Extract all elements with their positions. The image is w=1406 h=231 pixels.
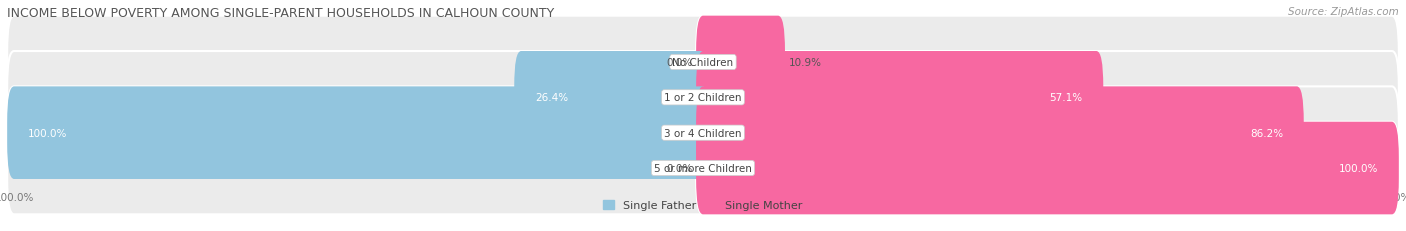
Text: No Children: No Children	[672, 58, 734, 68]
FancyBboxPatch shape	[7, 52, 710, 144]
FancyBboxPatch shape	[7, 87, 710, 179]
FancyBboxPatch shape	[696, 122, 1399, 214]
FancyBboxPatch shape	[696, 17, 785, 109]
Text: 3 or 4 Children: 3 or 4 Children	[664, 128, 742, 138]
FancyBboxPatch shape	[515, 52, 710, 144]
Legend: Single Father, Single Mother: Single Father, Single Mother	[603, 201, 803, 210]
FancyBboxPatch shape	[696, 52, 1104, 144]
FancyBboxPatch shape	[696, 52, 1399, 144]
FancyBboxPatch shape	[696, 122, 1399, 214]
Text: 100.0%: 100.0%	[28, 128, 67, 138]
Text: 5 or more Children: 5 or more Children	[654, 163, 752, 173]
FancyBboxPatch shape	[7, 17, 710, 109]
Text: 0.0%: 0.0%	[666, 163, 693, 173]
Text: INCOME BELOW POVERTY AMONG SINGLE-PARENT HOUSEHOLDS IN CALHOUN COUNTY: INCOME BELOW POVERTY AMONG SINGLE-PARENT…	[7, 7, 554, 20]
FancyBboxPatch shape	[696, 17, 1399, 109]
Text: 10.9%: 10.9%	[789, 58, 821, 68]
FancyBboxPatch shape	[7, 122, 710, 214]
Text: 0.0%: 0.0%	[666, 58, 693, 68]
Text: Source: ZipAtlas.com: Source: ZipAtlas.com	[1288, 7, 1399, 17]
Text: 26.4%: 26.4%	[534, 93, 568, 103]
Text: 1 or 2 Children: 1 or 2 Children	[664, 93, 742, 103]
FancyBboxPatch shape	[7, 87, 710, 179]
Text: 57.1%: 57.1%	[1049, 93, 1083, 103]
FancyBboxPatch shape	[696, 87, 1303, 179]
FancyBboxPatch shape	[696, 87, 1399, 179]
Text: 86.2%: 86.2%	[1250, 128, 1284, 138]
Text: 100.0%: 100.0%	[1339, 163, 1378, 173]
